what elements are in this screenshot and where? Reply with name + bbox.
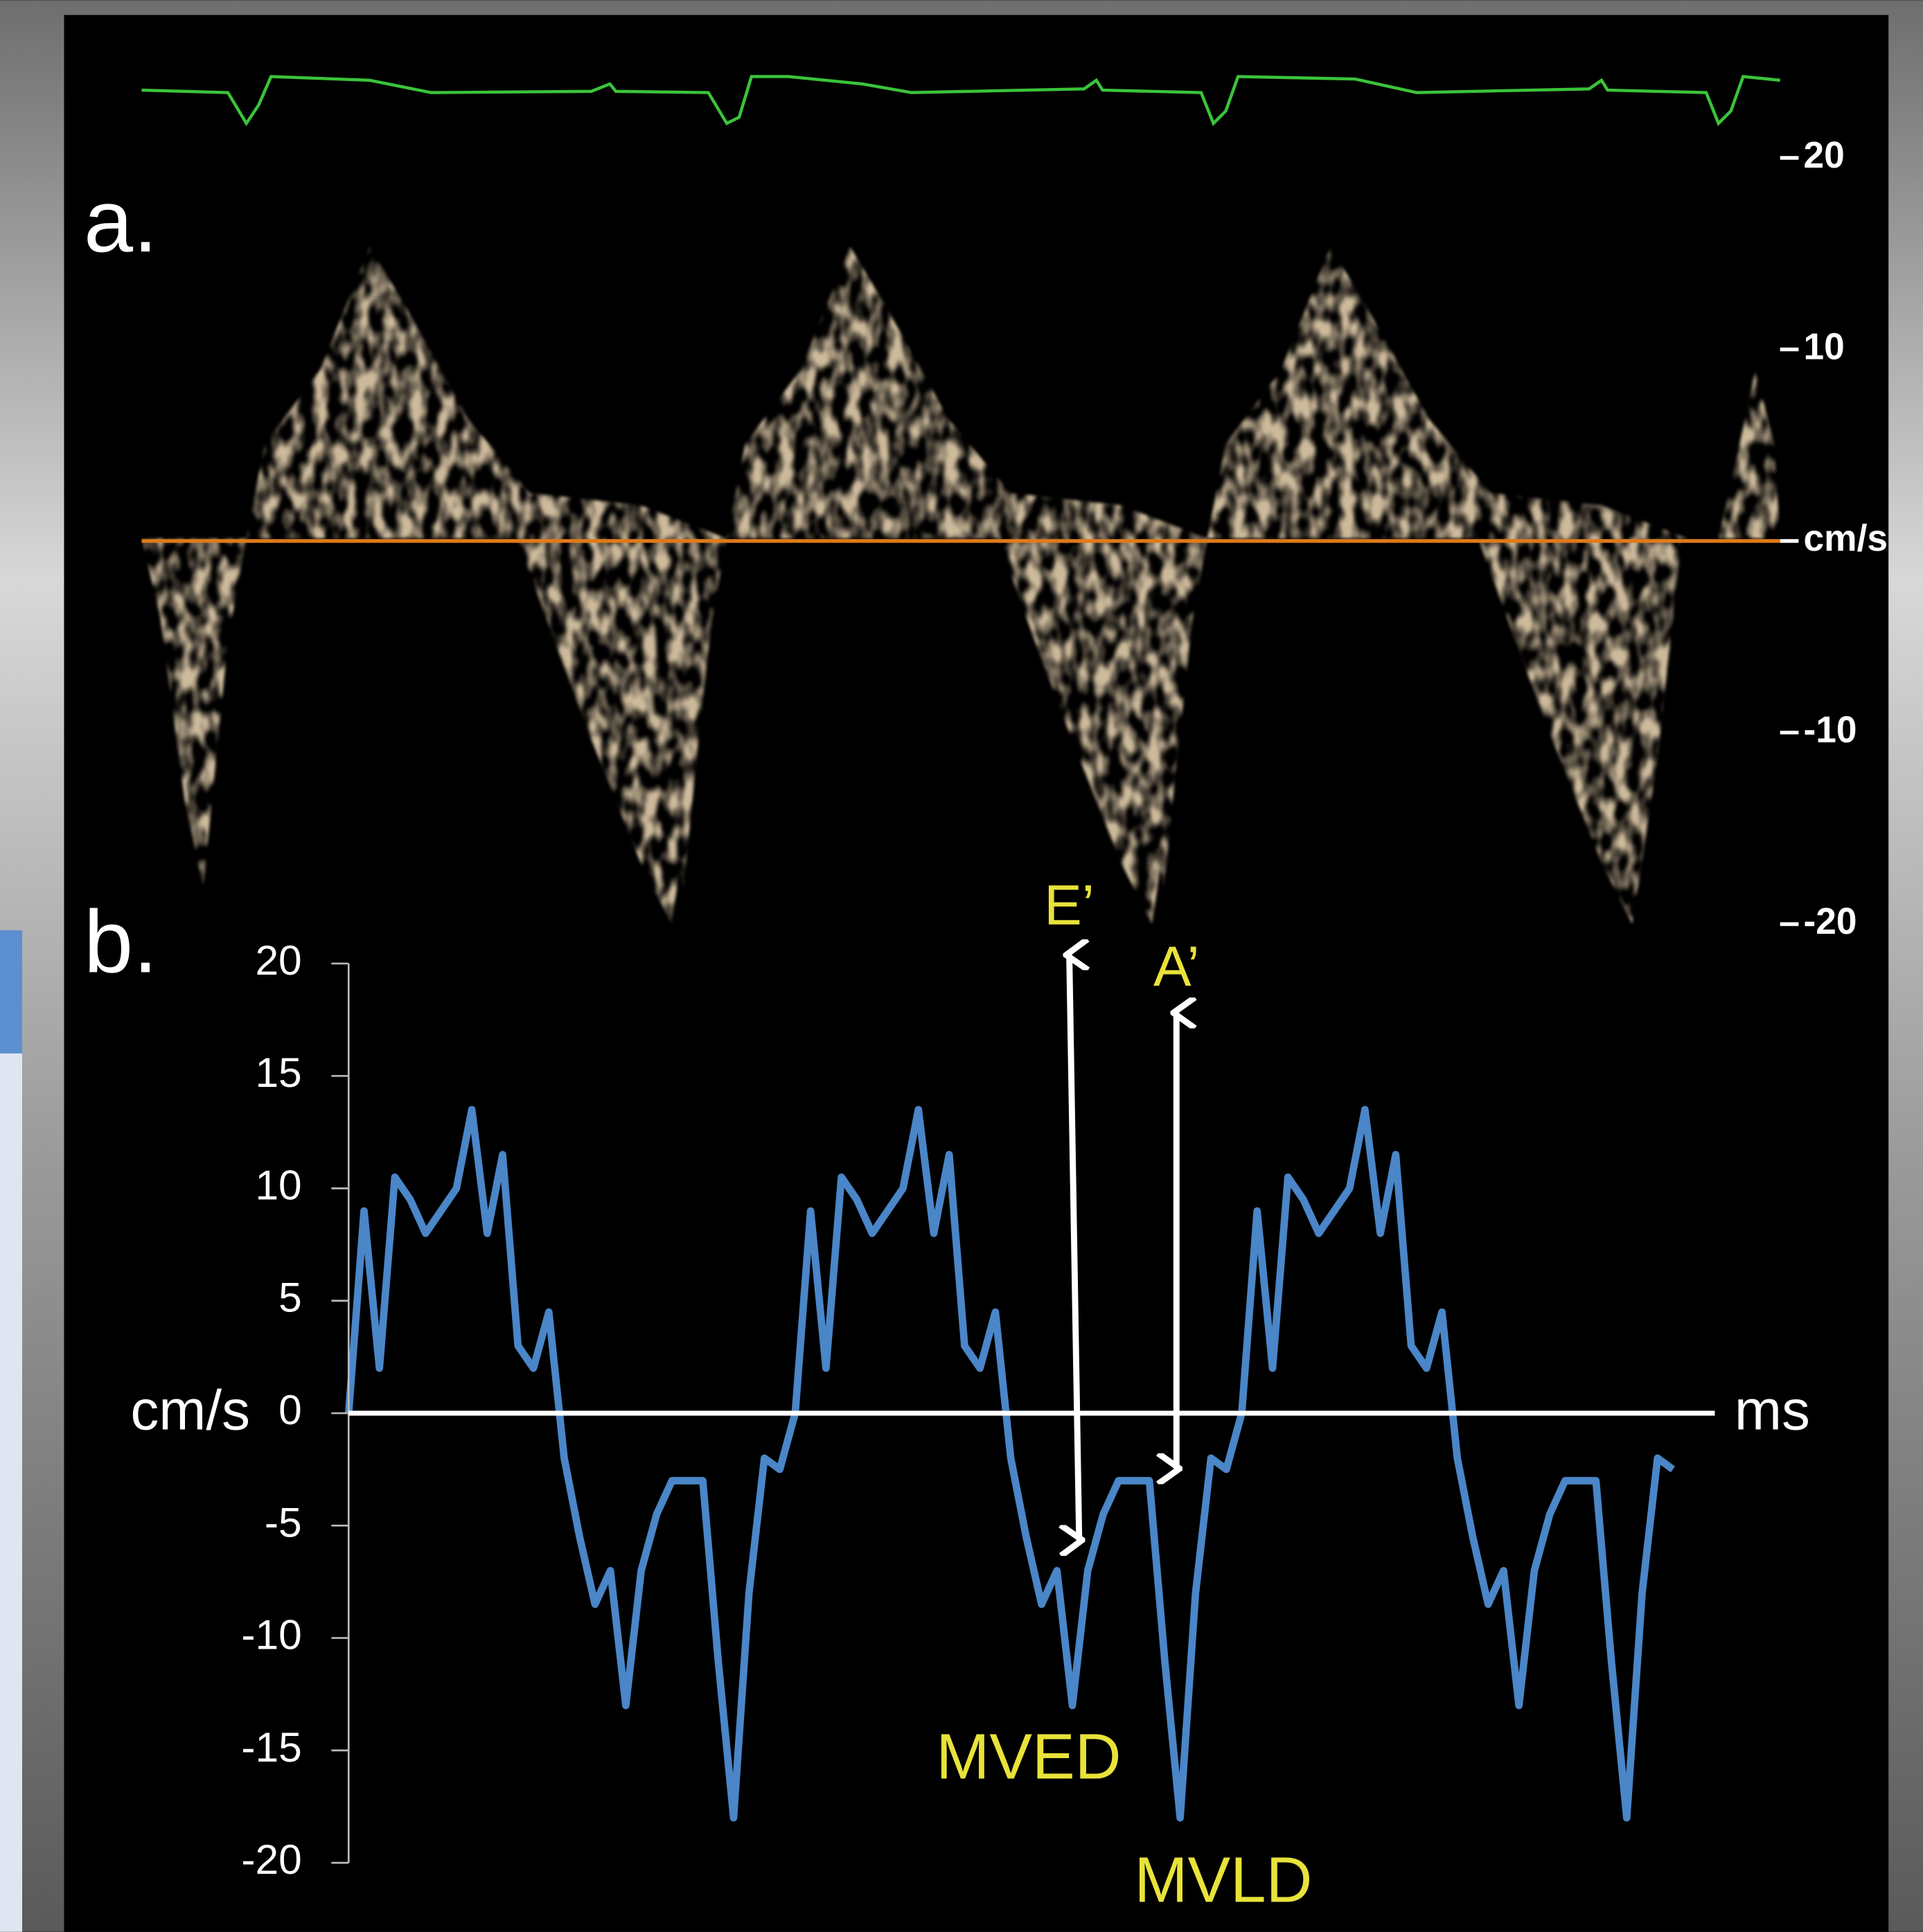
y-axis-label: cm/s xyxy=(130,1379,250,1442)
y-tick-label: 20 xyxy=(1804,135,1845,176)
panel-label: a. xyxy=(84,172,158,271)
y-tick-label: -10 xyxy=(1804,710,1857,751)
y-tick-label: 20 xyxy=(255,937,301,984)
y-tick-label: 0 xyxy=(278,1386,302,1433)
data-line xyxy=(344,1106,1676,1822)
arrow xyxy=(1070,955,1079,1540)
y-tick-label: cm/s xyxy=(1804,518,1888,559)
annotation: A’ xyxy=(1153,935,1200,998)
annotation: MVED xyxy=(936,1721,1121,1793)
y-tick-label: 10 xyxy=(1804,327,1845,368)
y-tick-label: -5 xyxy=(265,1498,302,1545)
doppler-signal xyxy=(141,246,1780,925)
y-tick-label: 10 xyxy=(255,1161,301,1208)
annotation: E’ xyxy=(1044,874,1095,937)
y-tick-label: 15 xyxy=(255,1049,301,1096)
y-tick-label: -15 xyxy=(241,1723,301,1771)
y-tick-label: -10 xyxy=(241,1611,301,1658)
panel-b: b. cm/s ms E’ A’ MVED MVLD 20 15 10 5 0 -5 -10… xyxy=(84,874,1810,1915)
ecg-trace xyxy=(141,75,1780,127)
panel-a: a. 20 10 cm/s -10 -20 xyxy=(84,135,1888,942)
side-header xyxy=(0,930,23,1054)
side-panel xyxy=(0,930,23,1932)
x-axis-label: ms xyxy=(1735,1379,1810,1442)
y-tick-label: -20 xyxy=(241,1836,301,1883)
y-tick-label: -20 xyxy=(1804,901,1857,942)
panel-label: b. xyxy=(84,892,158,991)
plot-background xyxy=(64,15,1889,1932)
annotation: MVLD xyxy=(1134,1844,1312,1916)
y-tick-label: 5 xyxy=(278,1274,302,1321)
